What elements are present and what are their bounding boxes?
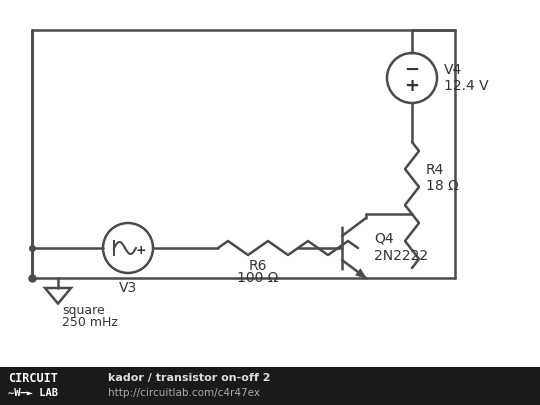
Text: 18 Ω: 18 Ω: [426, 179, 459, 193]
Text: V3: V3: [119, 281, 137, 295]
Bar: [0, 367, 540, 405]
Text: −: −: [404, 61, 420, 79]
Text: kador / transistor on-off 2: kador / transistor on-off 2: [108, 373, 271, 383]
Text: CIRCUIT: CIRCUIT: [8, 371, 58, 384]
Text: square: square: [62, 304, 105, 317]
Text: Q4: Q4: [374, 231, 394, 245]
Text: 250 mHz: 250 mHz: [62, 316, 118, 329]
Text: 12.4 V: 12.4 V: [444, 79, 489, 93]
Text: 2N2222: 2N2222: [374, 249, 428, 263]
Polygon shape: [356, 269, 366, 278]
Text: R4: R4: [426, 163, 444, 177]
Text: ∼W―► LAB: ∼W―► LAB: [8, 388, 58, 398]
Text: +: +: [404, 77, 420, 95]
Text: +: +: [136, 243, 146, 256]
Text: V4: V4: [444, 63, 462, 77]
Text: http://circuitlab.com/c4r47ex: http://circuitlab.com/c4r47ex: [108, 388, 260, 398]
Text: R6: R6: [249, 259, 267, 273]
Text: 100 Ω: 100 Ω: [237, 271, 279, 285]
